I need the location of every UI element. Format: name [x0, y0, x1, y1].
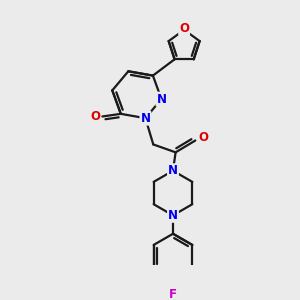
Text: F: F [169, 288, 177, 300]
Text: O: O [90, 110, 100, 123]
Text: N: N [140, 112, 150, 125]
Text: N: N [168, 209, 178, 222]
Text: O: O [179, 22, 189, 35]
Text: N: N [156, 93, 167, 106]
Text: N: N [168, 164, 178, 177]
Text: O: O [198, 131, 208, 144]
